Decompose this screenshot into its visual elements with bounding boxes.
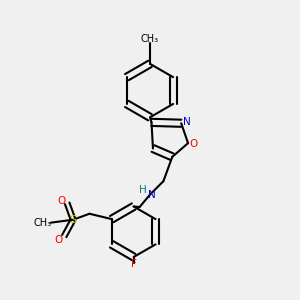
Text: H: H (139, 185, 146, 195)
Text: F: F (131, 260, 137, 269)
Text: O: O (54, 235, 62, 244)
Text: CH₃: CH₃ (34, 218, 52, 228)
Text: O: O (189, 139, 197, 149)
Text: N: N (148, 190, 155, 200)
Text: O: O (58, 196, 66, 206)
Text: S: S (70, 215, 77, 225)
Text: CH₃: CH₃ (141, 34, 159, 44)
Text: N: N (183, 117, 190, 127)
